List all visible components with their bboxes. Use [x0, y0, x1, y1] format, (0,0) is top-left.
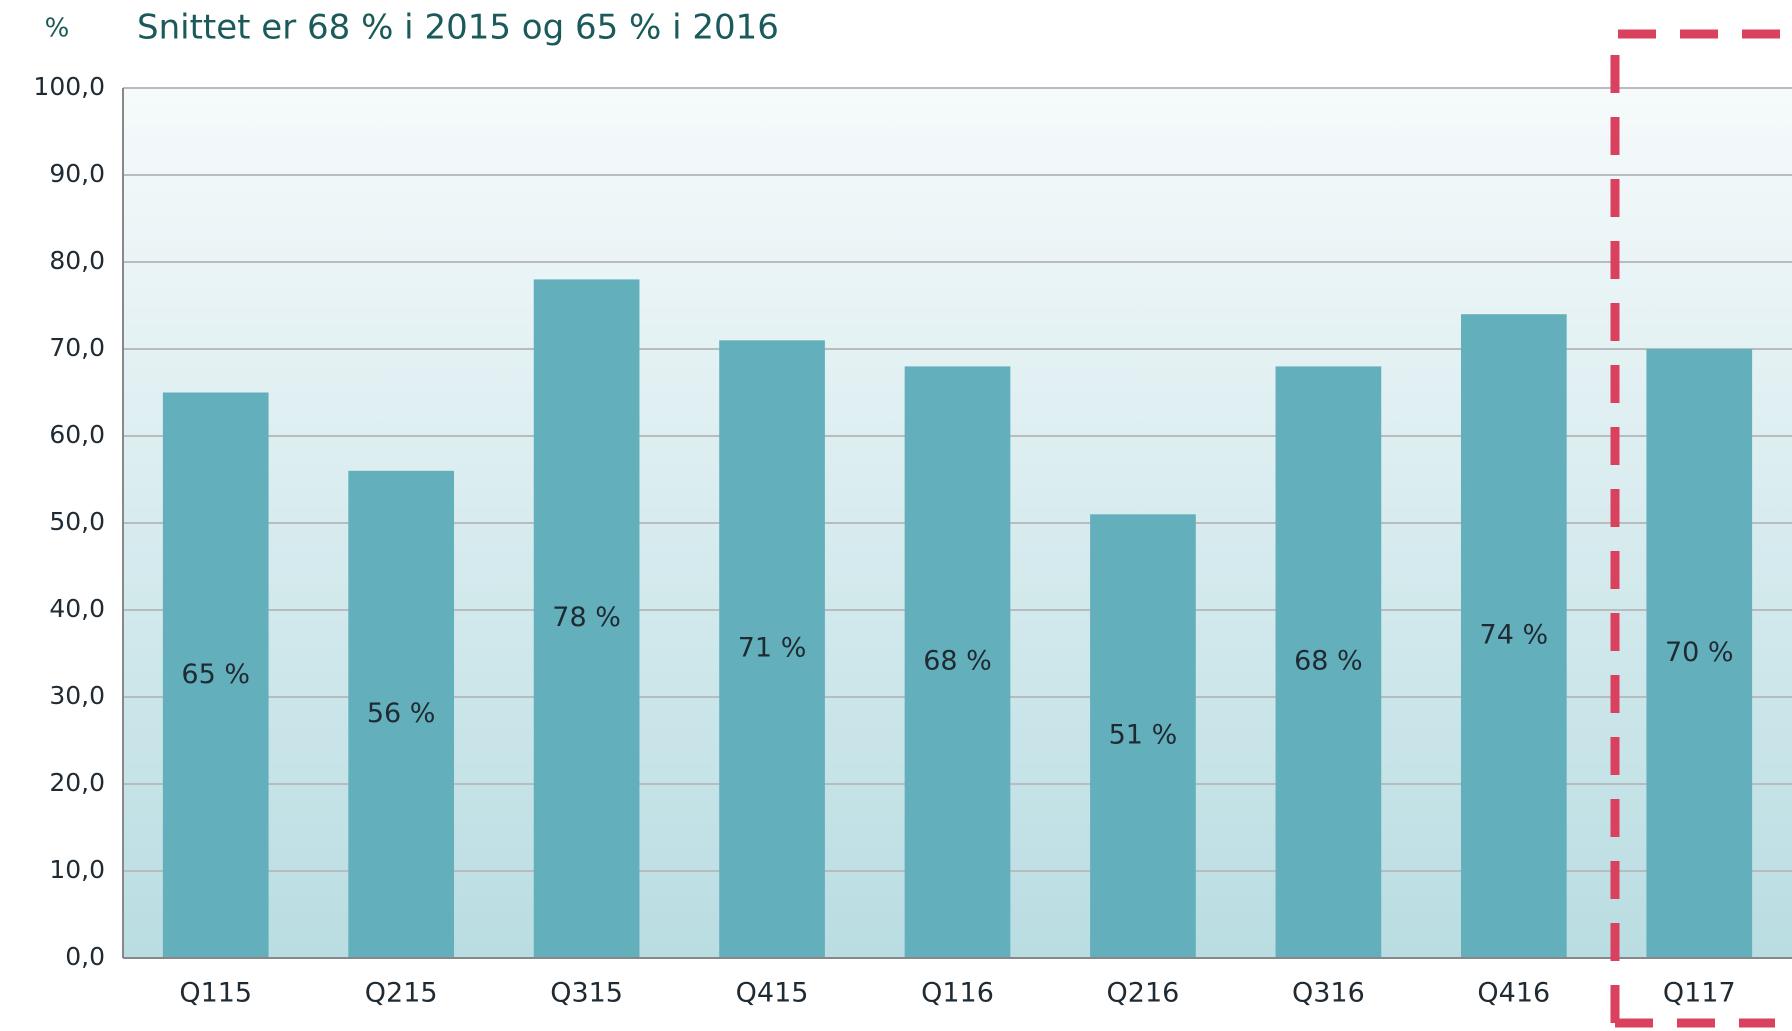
x-tick-label: Q315 [550, 978, 623, 1009]
bar [1275, 366, 1382, 958]
plot: 0,0 10,0 20,0 30,0 40,0 50,0 60,0 70,0 80,0 90,0 1… [33, 72, 1792, 1009]
data-label: 68 % [1294, 646, 1363, 677]
bar [533, 279, 640, 958]
x-tick-label: Q117 [1663, 978, 1736, 1009]
bar [719, 340, 825, 958]
bar [904, 366, 1011, 958]
chart-title: Snittet er 68 % i 2015 og 65 % i 2016 [137, 8, 779, 48]
x-tick-label: Q215 [365, 978, 438, 1009]
y-tick-label: 60,0 [49, 420, 105, 449]
data-label: 56 % [367, 698, 436, 729]
bar [162, 392, 269, 958]
bar [1646, 349, 1753, 958]
data-label: 68 % [923, 646, 992, 677]
bar [348, 470, 455, 958]
x-tick-label: Q415 [736, 978, 809, 1009]
y-tick-label: 80,0 [49, 246, 105, 275]
y-tick-label: 50,0 [49, 507, 105, 536]
data-label: 71 % [738, 633, 807, 664]
bar [1090, 514, 1196, 958]
y-axis-label: % [45, 14, 70, 44]
data-label: 51 % [1109, 720, 1178, 751]
y-tick-label: 10,0 [49, 855, 105, 884]
y-tick-label: 70,0 [49, 333, 105, 362]
y-tick-label: 90,0 [49, 159, 105, 188]
x-tick-label: Q316 [1292, 978, 1365, 1009]
x-tick-label: Q116 [921, 978, 994, 1009]
x-tick-label: Q115 [179, 978, 252, 1009]
data-label: 74 % [1480, 620, 1549, 651]
highlight-box [1610, 29, 1792, 1028]
bar [1460, 314, 1567, 958]
y-tick-label: 20,0 [49, 768, 105, 797]
data-label: 65 % [181, 659, 250, 690]
y-tick-label: 0,0 [65, 942, 105, 971]
data-label: 70 % [1665, 637, 1734, 668]
y-tick-label: 40,0 [49, 594, 105, 623]
x-tick-label: Q216 [1107, 978, 1180, 1009]
x-tick-label: Q416 [1477, 978, 1550, 1009]
data-label: 78 % [552, 602, 621, 633]
y-tick-label: 30,0 [49, 681, 105, 710]
y-tick-label: 100,0 [33, 72, 105, 101]
